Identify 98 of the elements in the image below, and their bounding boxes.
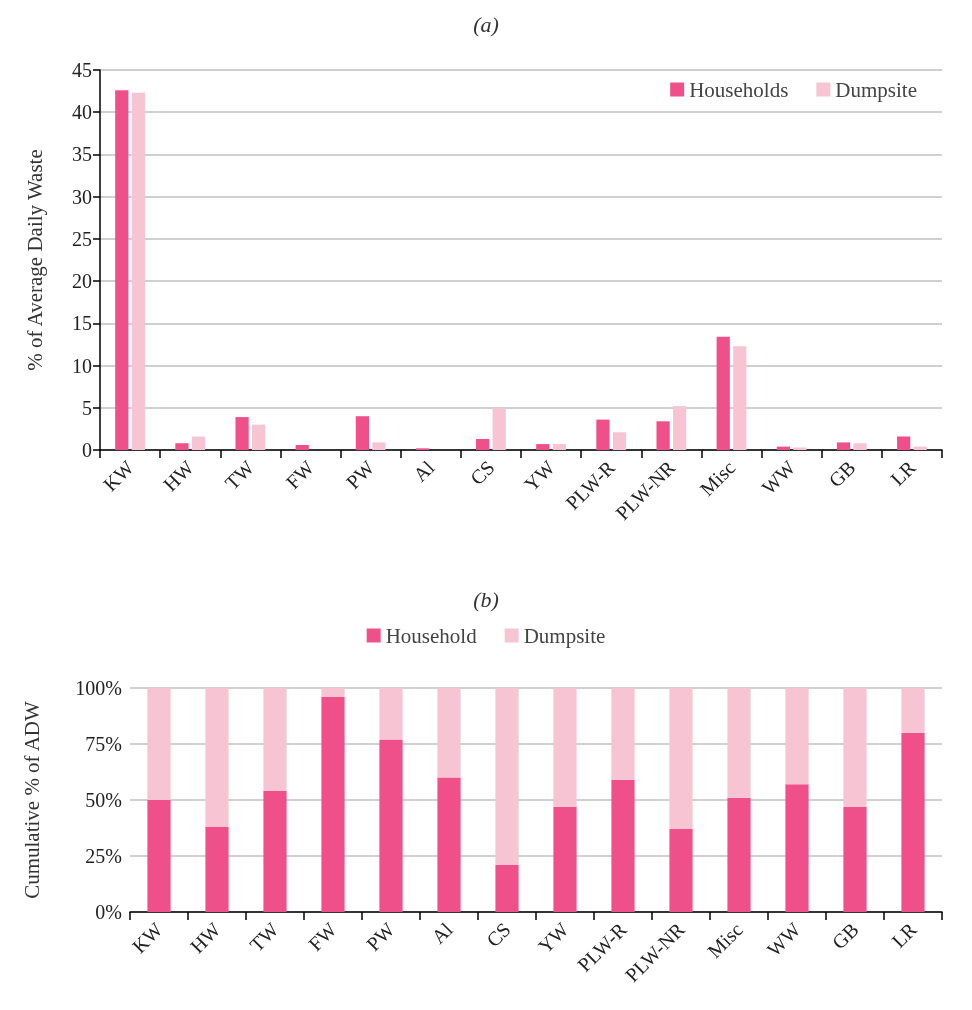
y-tick-label: 10 xyxy=(72,354,92,377)
x-tick-label: TW xyxy=(245,918,283,956)
bar xyxy=(612,432,627,450)
bar xyxy=(673,406,687,450)
chart-title: (a) xyxy=(473,11,499,37)
y-tick-label: 45 xyxy=(72,59,92,81)
bar xyxy=(897,436,911,450)
bar xyxy=(437,777,461,912)
bar xyxy=(379,739,403,912)
legend-label: Household xyxy=(385,623,478,648)
bar xyxy=(295,444,309,450)
y-tick-label: 0% xyxy=(95,901,122,923)
y-tick-label: 30 xyxy=(72,185,92,208)
x-tick-label: PW xyxy=(362,918,399,955)
y-tick-label: 25 xyxy=(72,227,92,250)
bar xyxy=(669,688,693,830)
bar xyxy=(552,444,566,450)
x-tick-label: Misc xyxy=(695,456,740,501)
bar xyxy=(793,447,807,450)
x-tick-label: KW xyxy=(98,456,138,496)
bar xyxy=(205,826,229,912)
x-tick-label: YW xyxy=(533,918,573,958)
bar xyxy=(536,444,550,450)
y-tick-label: 75% xyxy=(85,733,122,755)
bar xyxy=(843,806,867,912)
x-tick-label: CS xyxy=(465,456,499,490)
y-tick-label: 15 xyxy=(72,312,92,335)
bar xyxy=(611,779,635,912)
x-tick-label: HW xyxy=(158,456,199,496)
x-tick-label: WW xyxy=(757,456,800,499)
y-tick-label: 100% xyxy=(75,677,122,699)
bar xyxy=(596,419,610,450)
bar xyxy=(476,439,490,450)
bar xyxy=(553,806,577,912)
bar xyxy=(175,443,189,450)
bar xyxy=(355,416,369,450)
y-tick-label: 40 xyxy=(72,101,92,124)
x-tick-label: WW xyxy=(762,918,805,961)
x-tick-label: Misc xyxy=(702,918,747,963)
y-axis-title: Cumulative % of ADW xyxy=(19,700,44,899)
x-tick-label: LR xyxy=(886,455,921,490)
y-axis-title: % of Average Daily Waste xyxy=(22,149,47,371)
bar xyxy=(492,407,506,450)
x-tick-label: Al xyxy=(427,917,458,948)
bar xyxy=(235,417,249,450)
bar xyxy=(115,90,129,450)
legend-label: Households xyxy=(689,77,789,102)
bar xyxy=(553,688,577,807)
bar xyxy=(611,688,635,780)
bar xyxy=(372,442,386,450)
y-tick-label: 50% xyxy=(85,789,122,811)
bar xyxy=(853,443,867,450)
bar xyxy=(147,688,171,800)
x-tick-label: GB xyxy=(827,918,863,954)
x-tick-label: LR xyxy=(887,917,922,952)
y-tick-label: 5 xyxy=(82,396,92,419)
bar xyxy=(669,829,693,912)
bar xyxy=(191,436,206,450)
y-tick-label: 20 xyxy=(72,270,92,293)
bar xyxy=(656,421,670,450)
bar xyxy=(437,688,461,778)
bar xyxy=(785,688,809,785)
bar xyxy=(716,336,730,450)
bar xyxy=(263,791,287,912)
x-tick-label: FW xyxy=(304,918,341,955)
chart-title: (b) xyxy=(473,586,499,612)
bar xyxy=(495,864,519,912)
x-tick-label: FW xyxy=(281,456,319,493)
x-tick-label: YW xyxy=(519,456,559,496)
x-tick-label: GB xyxy=(824,456,860,492)
bar xyxy=(379,688,403,740)
y-tick-label: 0 xyxy=(82,439,92,461)
legend-label: Dumpsite xyxy=(523,623,606,648)
bar xyxy=(263,688,287,792)
bar xyxy=(901,732,925,912)
y-tick-label: 25% xyxy=(85,845,122,867)
x-tick-label: TW xyxy=(220,456,259,494)
bar xyxy=(785,784,809,912)
bar xyxy=(843,688,867,807)
x-tick-label: PW xyxy=(341,456,379,493)
bar xyxy=(131,92,145,450)
bar xyxy=(733,346,747,450)
bar xyxy=(836,442,851,450)
bar xyxy=(205,688,229,827)
x-tick-label: CS xyxy=(481,918,515,952)
legend-label: Dumpsite xyxy=(835,77,918,102)
bar xyxy=(901,688,925,733)
bar xyxy=(727,797,751,912)
bar xyxy=(727,688,751,798)
x-tick-label: HW xyxy=(185,918,225,958)
x-tick-label: Al xyxy=(408,455,439,486)
bar xyxy=(147,800,171,912)
y-tick-label: 35 xyxy=(72,143,92,166)
bar xyxy=(252,424,266,450)
x-tick-label: KW xyxy=(127,918,167,958)
bar xyxy=(321,688,345,697)
bar xyxy=(495,688,519,865)
bar xyxy=(321,696,345,912)
